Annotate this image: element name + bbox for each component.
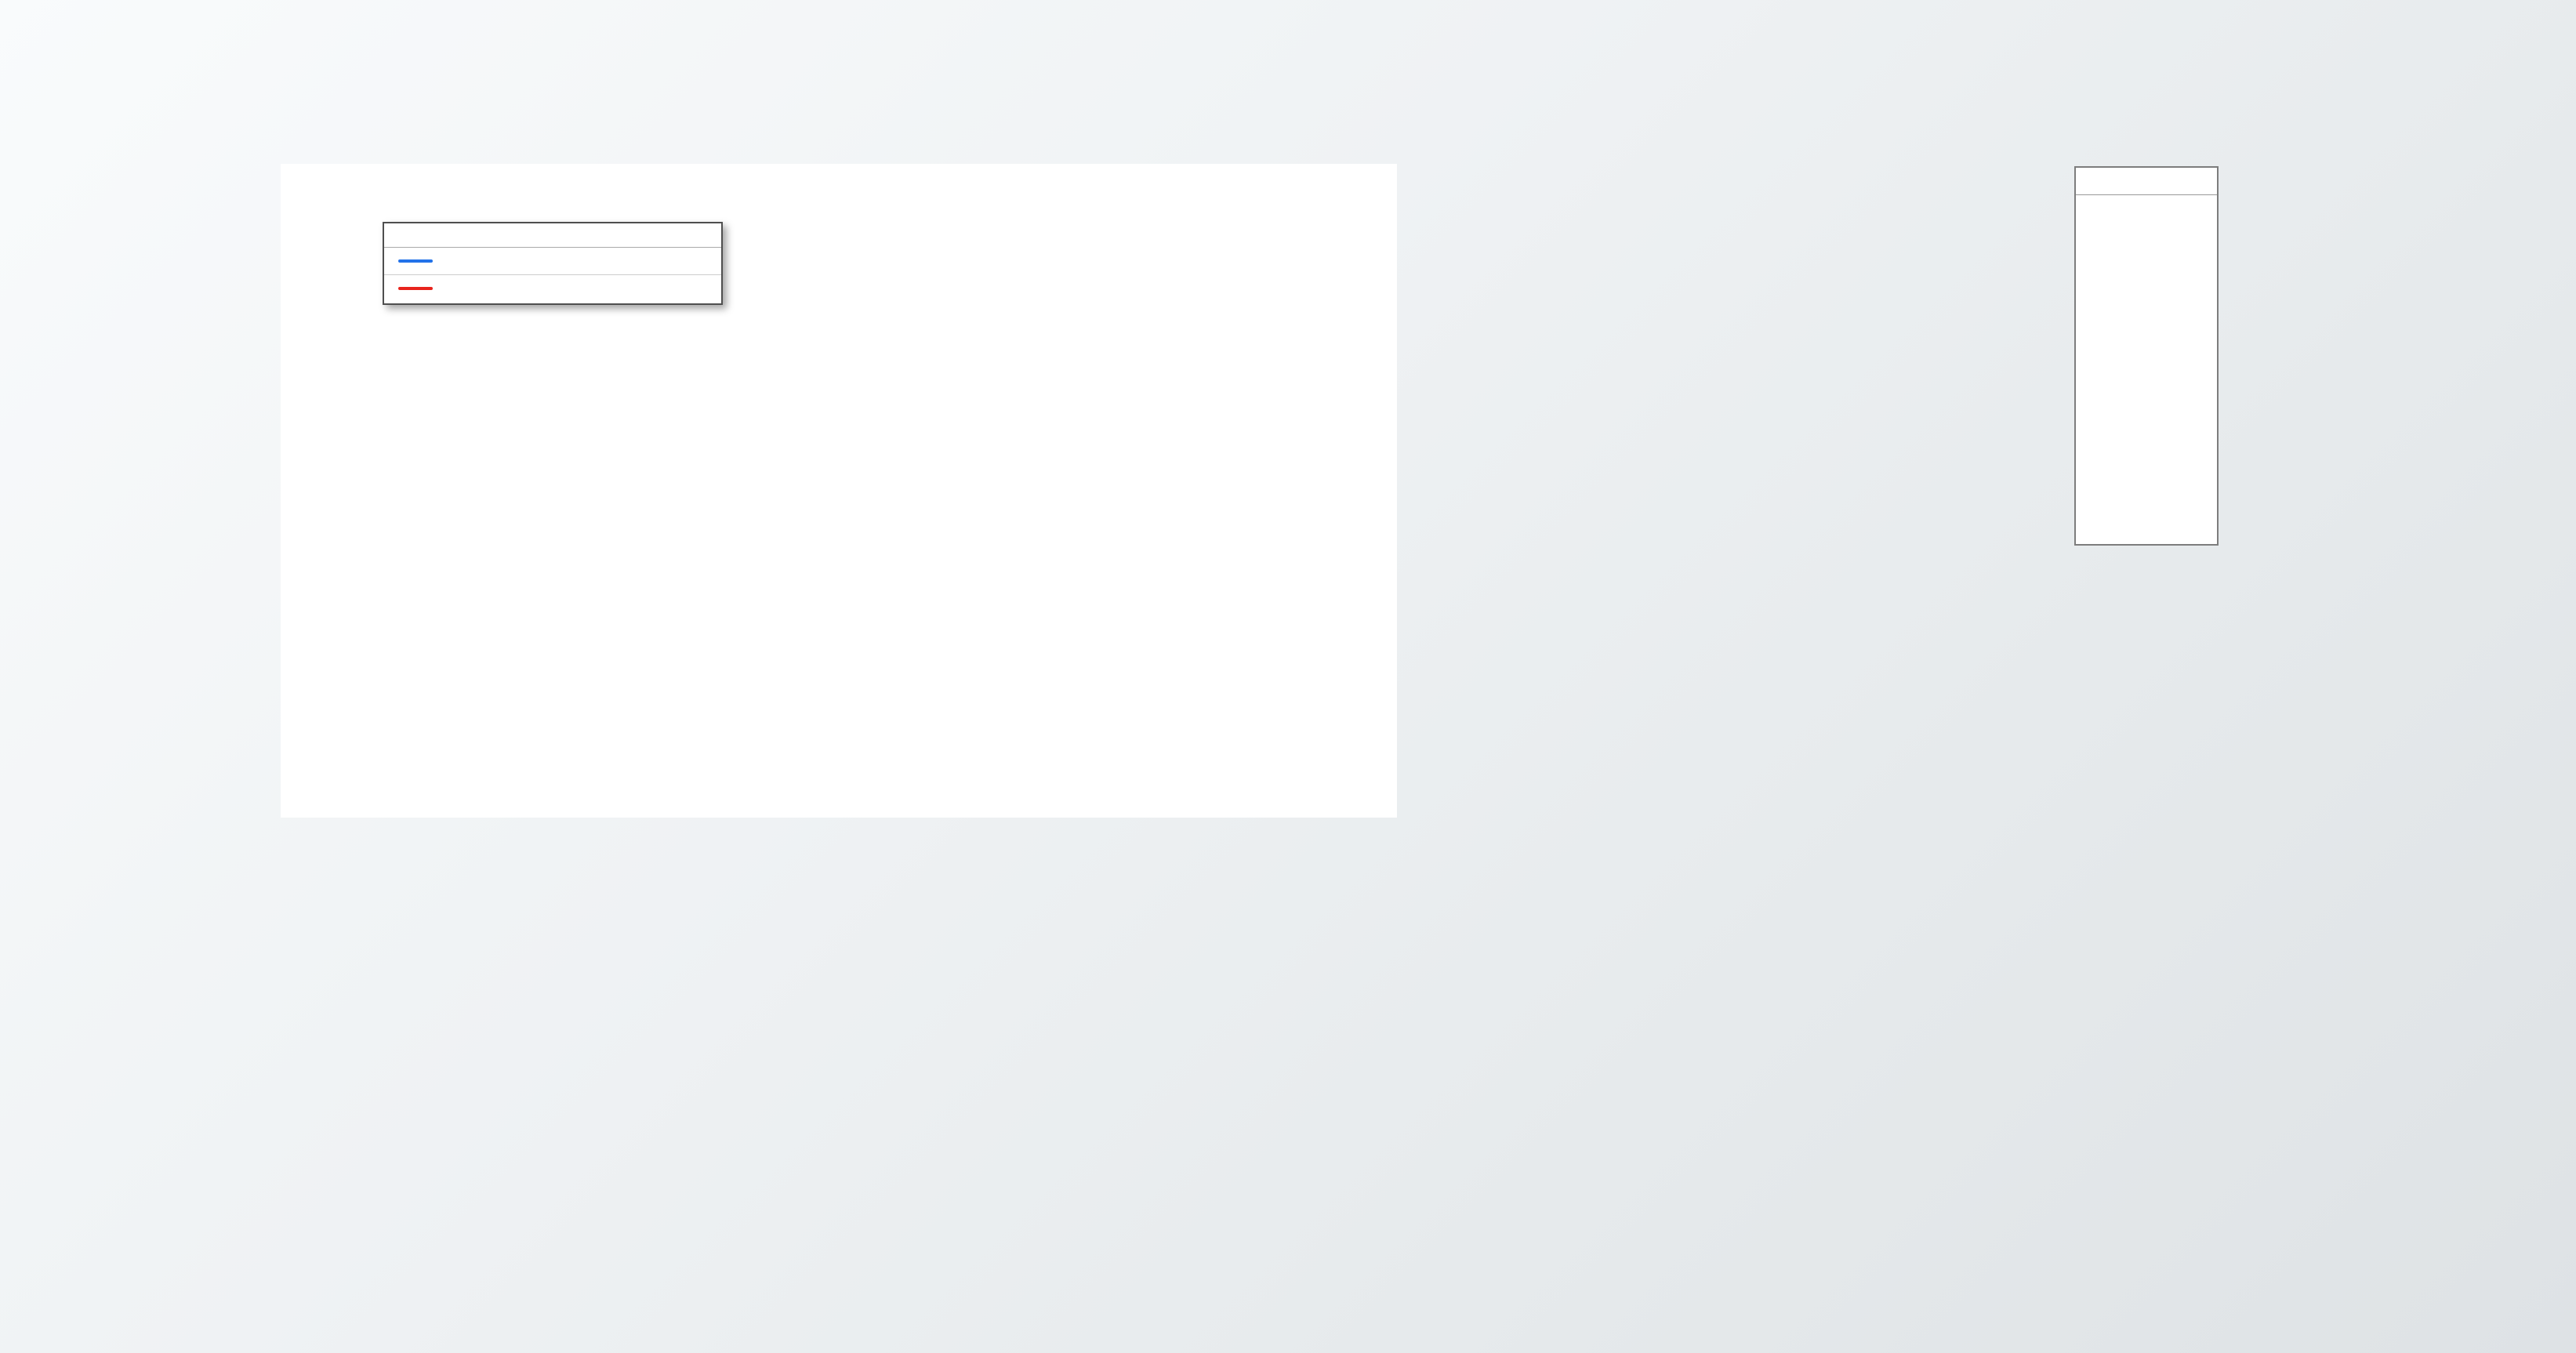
chart-legend[interactable] bbox=[383, 222, 723, 305]
colorbar-legend-panel bbox=[2074, 166, 2219, 546]
legend-line-sample-red bbox=[398, 287, 433, 290]
radiation-pattern-3d-viewport[interactable] bbox=[1199, 130, 2179, 1353]
legend-line-sample-blue bbox=[398, 259, 433, 263]
colorbar-title bbox=[2076, 168, 2217, 195]
legend-row-radome[interactable] bbox=[384, 274, 721, 302]
legend-row-no-radome[interactable] bbox=[384, 248, 721, 274]
colorbar-gradient bbox=[2095, 219, 2116, 524]
legend-title bbox=[384, 223, 721, 248]
far2d-chart-panel bbox=[281, 164, 1397, 818]
